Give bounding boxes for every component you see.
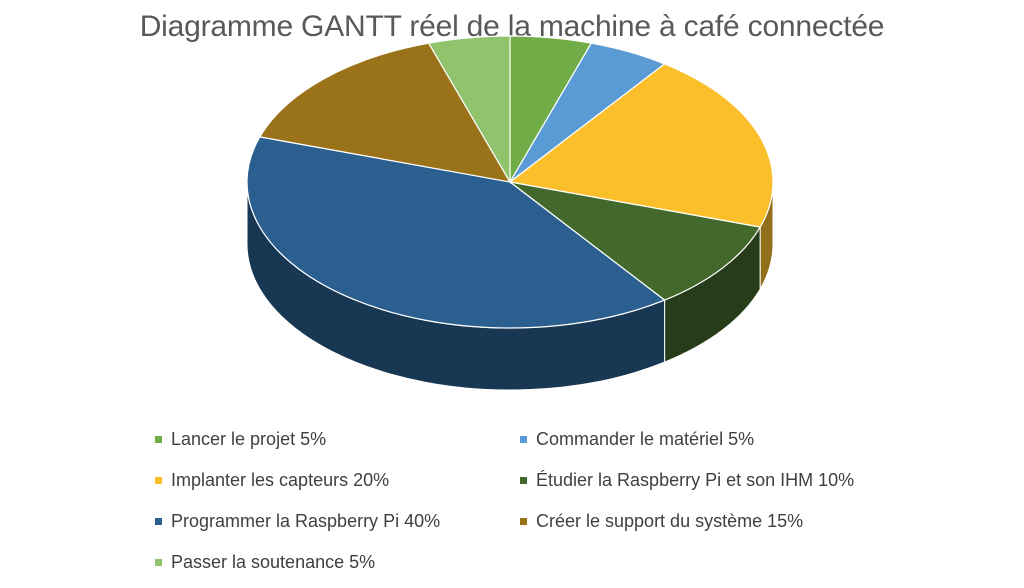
pie-slice-etudier-la-raspberry-pi-et-son-ihm-10 <box>509 181 762 301</box>
pie-slice-programmer-la-raspberry-pi-40 <box>246 136 666 329</box>
pie-slice-implanter-les-capteurs-20 <box>508 63 774 228</box>
pie-slice-creer-le-support-du-systeme-15 <box>258 42 512 183</box>
pie-slice-passer-la-soutenance-5 <box>427 35 511 185</box>
